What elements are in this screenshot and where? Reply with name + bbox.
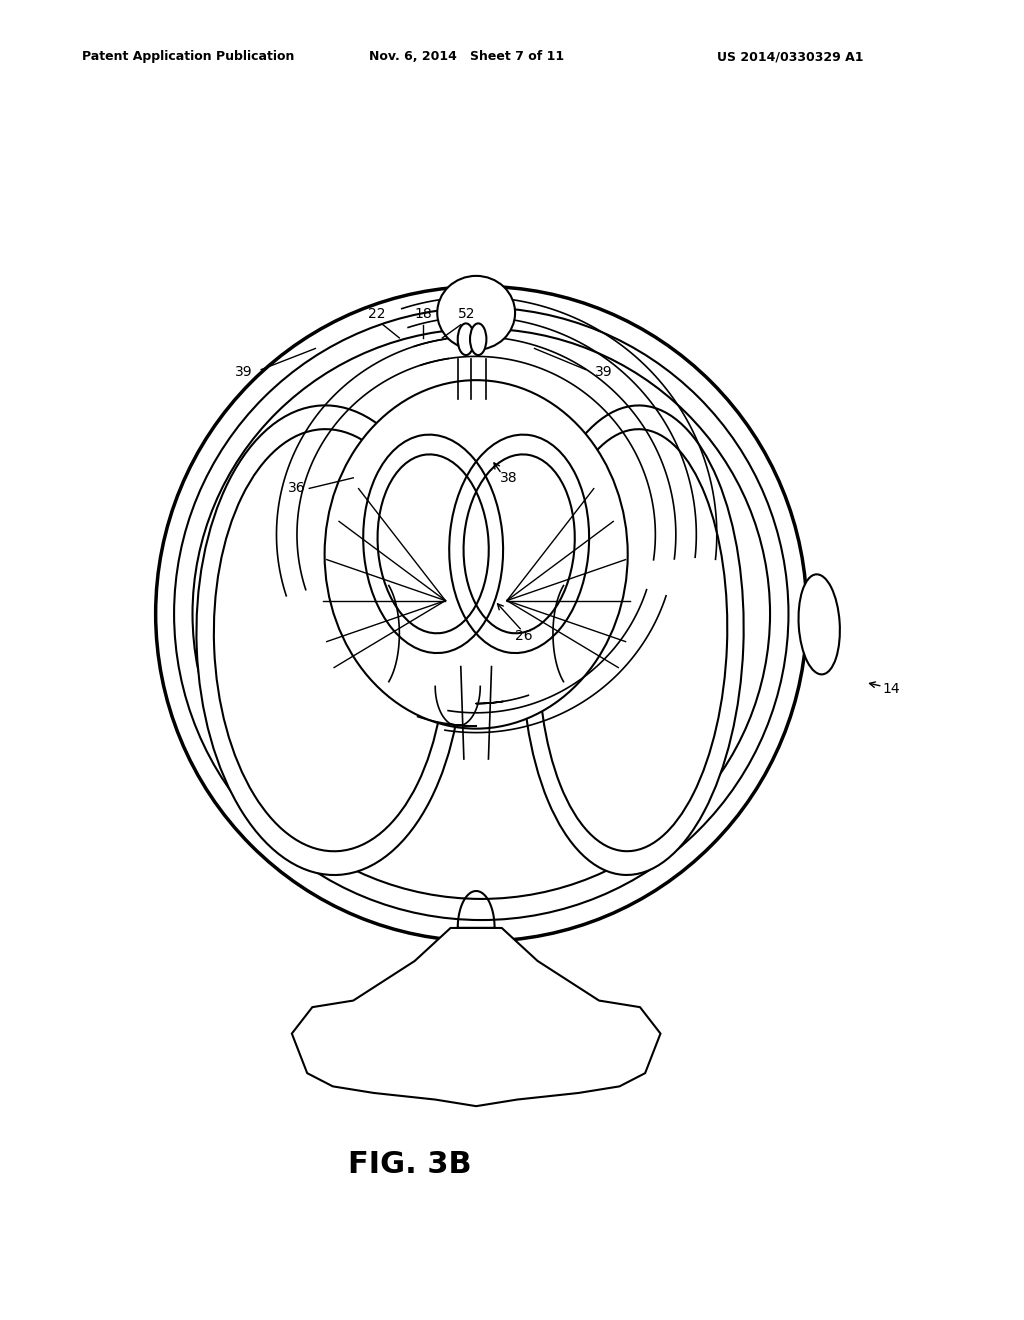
- Text: 38: 38: [500, 471, 517, 484]
- Ellipse shape: [799, 574, 840, 675]
- Polygon shape: [292, 928, 660, 1106]
- Text: 22: 22: [368, 308, 386, 321]
- Text: FIG. 3B: FIG. 3B: [348, 1150, 471, 1179]
- Ellipse shape: [325, 380, 628, 729]
- Ellipse shape: [458, 323, 474, 355]
- Text: 26: 26: [515, 630, 532, 643]
- Text: Nov. 6, 2014   Sheet 7 of 11: Nov. 6, 2014 Sheet 7 of 11: [369, 50, 564, 63]
- Text: 39: 39: [595, 366, 613, 379]
- Ellipse shape: [197, 405, 463, 875]
- Text: 36: 36: [288, 482, 305, 495]
- Text: Patent Application Publication: Patent Application Publication: [82, 50, 294, 63]
- Text: 39: 39: [234, 366, 253, 379]
- Text: US 2014/0330329 A1: US 2014/0330329 A1: [717, 50, 863, 63]
- Text: 52: 52: [458, 308, 476, 321]
- Ellipse shape: [522, 405, 743, 875]
- Ellipse shape: [156, 286, 807, 941]
- Text: 14: 14: [883, 682, 900, 696]
- Ellipse shape: [193, 329, 770, 899]
- Text: 18: 18: [414, 308, 432, 321]
- Ellipse shape: [437, 276, 515, 350]
- Ellipse shape: [470, 323, 486, 355]
